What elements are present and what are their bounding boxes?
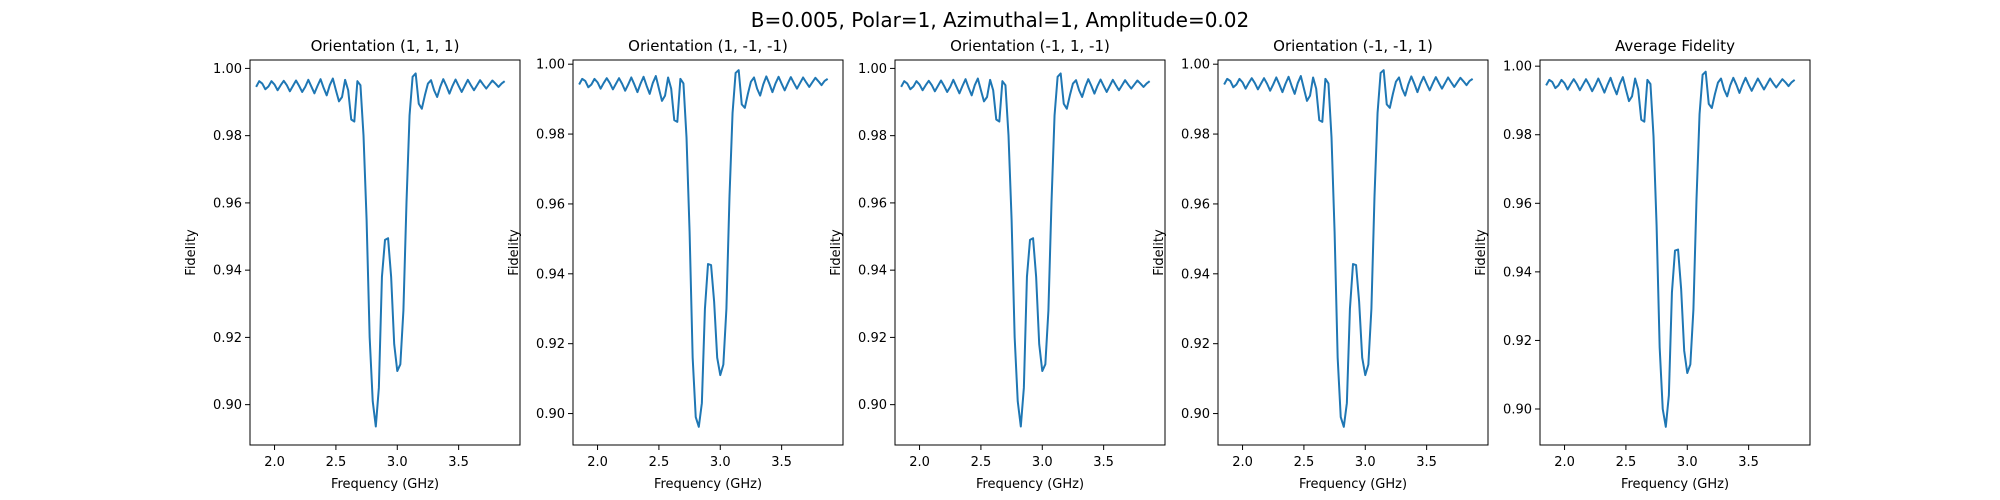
x-tick-label: 2.5 [1616, 455, 1637, 470]
x-tick-label: 2.0 [1554, 455, 1575, 470]
x-tick-label: 3.0 [387, 455, 408, 470]
x-axis-label: Frequency (GHz) [1621, 477, 1729, 492]
subplot-3: 2.0 2.5 3.0 3.5 0.90 0.92 0.94 0.96 0.98 1.00 Orie… [829, 37, 1166, 492]
fidelity-line [578, 69, 829, 428]
x-tick-label: 3.0 [1677, 455, 1698, 470]
y-tick-label: 0.98 [1181, 128, 1210, 143]
x-tick-label: 2.0 [587, 455, 608, 470]
y-tick-label: 0.94 [1503, 265, 1532, 280]
fidelity-line [1545, 70, 1796, 428]
y-tick-label: 1.00 [1181, 58, 1210, 73]
fidelity-line [900, 72, 1151, 428]
axes-frame [249, 59, 521, 446]
y-tick-label: 0.98 [1503, 128, 1532, 143]
y-tick-label: 1.00 [858, 62, 887, 77]
axes-frame [572, 59, 844, 446]
y-tick-label: 0.92 [536, 337, 565, 352]
subplot-1: 2.0 2.5 3.0 3.5 0.90 0.92 0.94 0.96 0.98 1.00 Orie… [184, 37, 521, 492]
x-tick-label: 3.5 [1738, 455, 1759, 470]
y-tick-label: 0.90 [1181, 407, 1210, 422]
subplot-title: Orientation (1, -1, -1) [628, 37, 788, 55]
x-tick-label: 3.0 [1032, 455, 1053, 470]
subplot-4: 2.0 2.5 3.0 3.5 0.90 0.92 0.94 0.96 0.98 1.00 Orie… [1152, 37, 1489, 492]
y-tick-label: 0.92 [1181, 337, 1210, 352]
y-axis-label: Fidelity [829, 229, 844, 276]
fidelity-line [255, 72, 506, 428]
x-tick-label: 2.5 [971, 455, 992, 470]
y-tick-label: 0.98 [213, 129, 242, 144]
subplot-2: 2.0 2.5 3.0 3.5 0.90 0.92 0.94 0.96 0.98 1.00 Orie… [507, 37, 844, 492]
x-tick-label: 3.5 [1093, 455, 1114, 470]
subplot-title: Orientation (-1, -1, 1) [1273, 37, 1433, 55]
axes-frame [894, 59, 1166, 446]
y-tick-label: 1.00 [536, 58, 565, 73]
y-tick-label: 0.96 [1503, 197, 1532, 212]
y-tick-label: 0.90 [1503, 403, 1532, 418]
y-tick-label: 0.92 [1503, 334, 1532, 349]
subplot-title: Orientation (1, 1, 1) [311, 37, 460, 55]
y-tick-label: 0.94 [1181, 267, 1210, 282]
y-axis-label: Fidelity [1474, 229, 1489, 276]
y-tick-label: 0.90 [858, 398, 887, 413]
y-tick-label: 0.96 [213, 196, 242, 211]
subplot-title: Orientation (-1, 1, -1) [950, 37, 1110, 55]
y-axis-label: Fidelity [184, 229, 199, 276]
x-tick-label: 2.5 [649, 455, 670, 470]
x-tick-label: 2.0 [264, 455, 285, 470]
x-axis-label: Frequency (GHz) [654, 477, 762, 492]
y-tick-label: 0.96 [1181, 197, 1210, 212]
x-axis-label: Frequency (GHz) [976, 477, 1084, 492]
x-tick-label: 3.5 [1416, 455, 1437, 470]
subplot-title: Average Fidelity [1615, 37, 1735, 55]
y-tick-label: 0.94 [213, 264, 242, 279]
x-tick-label: 2.0 [909, 455, 930, 470]
x-tick-label: 3.5 [771, 455, 792, 470]
x-axis-label: Frequency (GHz) [331, 477, 439, 492]
subplot-5: 2.0 2.5 3.0 3.5 0.90 0.92 0.94 0.96 0.98 1.00 Aver… [1474, 37, 1811, 492]
y-tick-label: 0.92 [858, 331, 887, 346]
fidelity-line [1223, 69, 1474, 428]
y-tick-label: 1.00 [1503, 60, 1532, 75]
axes-frame [1217, 59, 1489, 446]
figure-title: B=0.005, Polar=1, Azimuthal=1, Amplitude… [751, 8, 1249, 32]
y-tick-label: 0.92 [213, 331, 242, 346]
y-tick-label: 0.94 [858, 264, 887, 279]
y-tick-label: 0.94 [536, 267, 565, 282]
subplots: 2.0 2.5 3.0 3.5 0.90 0.92 0.94 0.96 0.98 1.00 Orie… [184, 37, 1811, 492]
x-tick-label: 3.0 [1355, 455, 1376, 470]
y-tick-label: 1.00 [213, 62, 242, 77]
y-tick-label: 0.98 [858, 129, 887, 144]
y-tick-label: 0.96 [858, 196, 887, 211]
y-axis-label: Fidelity [1152, 229, 1167, 276]
y-tick-label: 0.96 [536, 197, 565, 212]
y-axis-label: Fidelity [507, 229, 522, 276]
y-tick-label: 0.90 [536, 407, 565, 422]
x-axis-label: Frequency (GHz) [1299, 477, 1407, 492]
x-tick-label: 2.0 [1232, 455, 1253, 470]
x-tick-label: 2.5 [1294, 455, 1315, 470]
y-tick-label: 0.98 [536, 128, 565, 143]
x-tick-label: 3.5 [448, 455, 469, 470]
x-tick-label: 2.5 [326, 455, 347, 470]
axes-frame [1539, 59, 1811, 446]
y-tick-label: 0.90 [213, 398, 242, 413]
x-tick-label: 3.0 [710, 455, 731, 470]
